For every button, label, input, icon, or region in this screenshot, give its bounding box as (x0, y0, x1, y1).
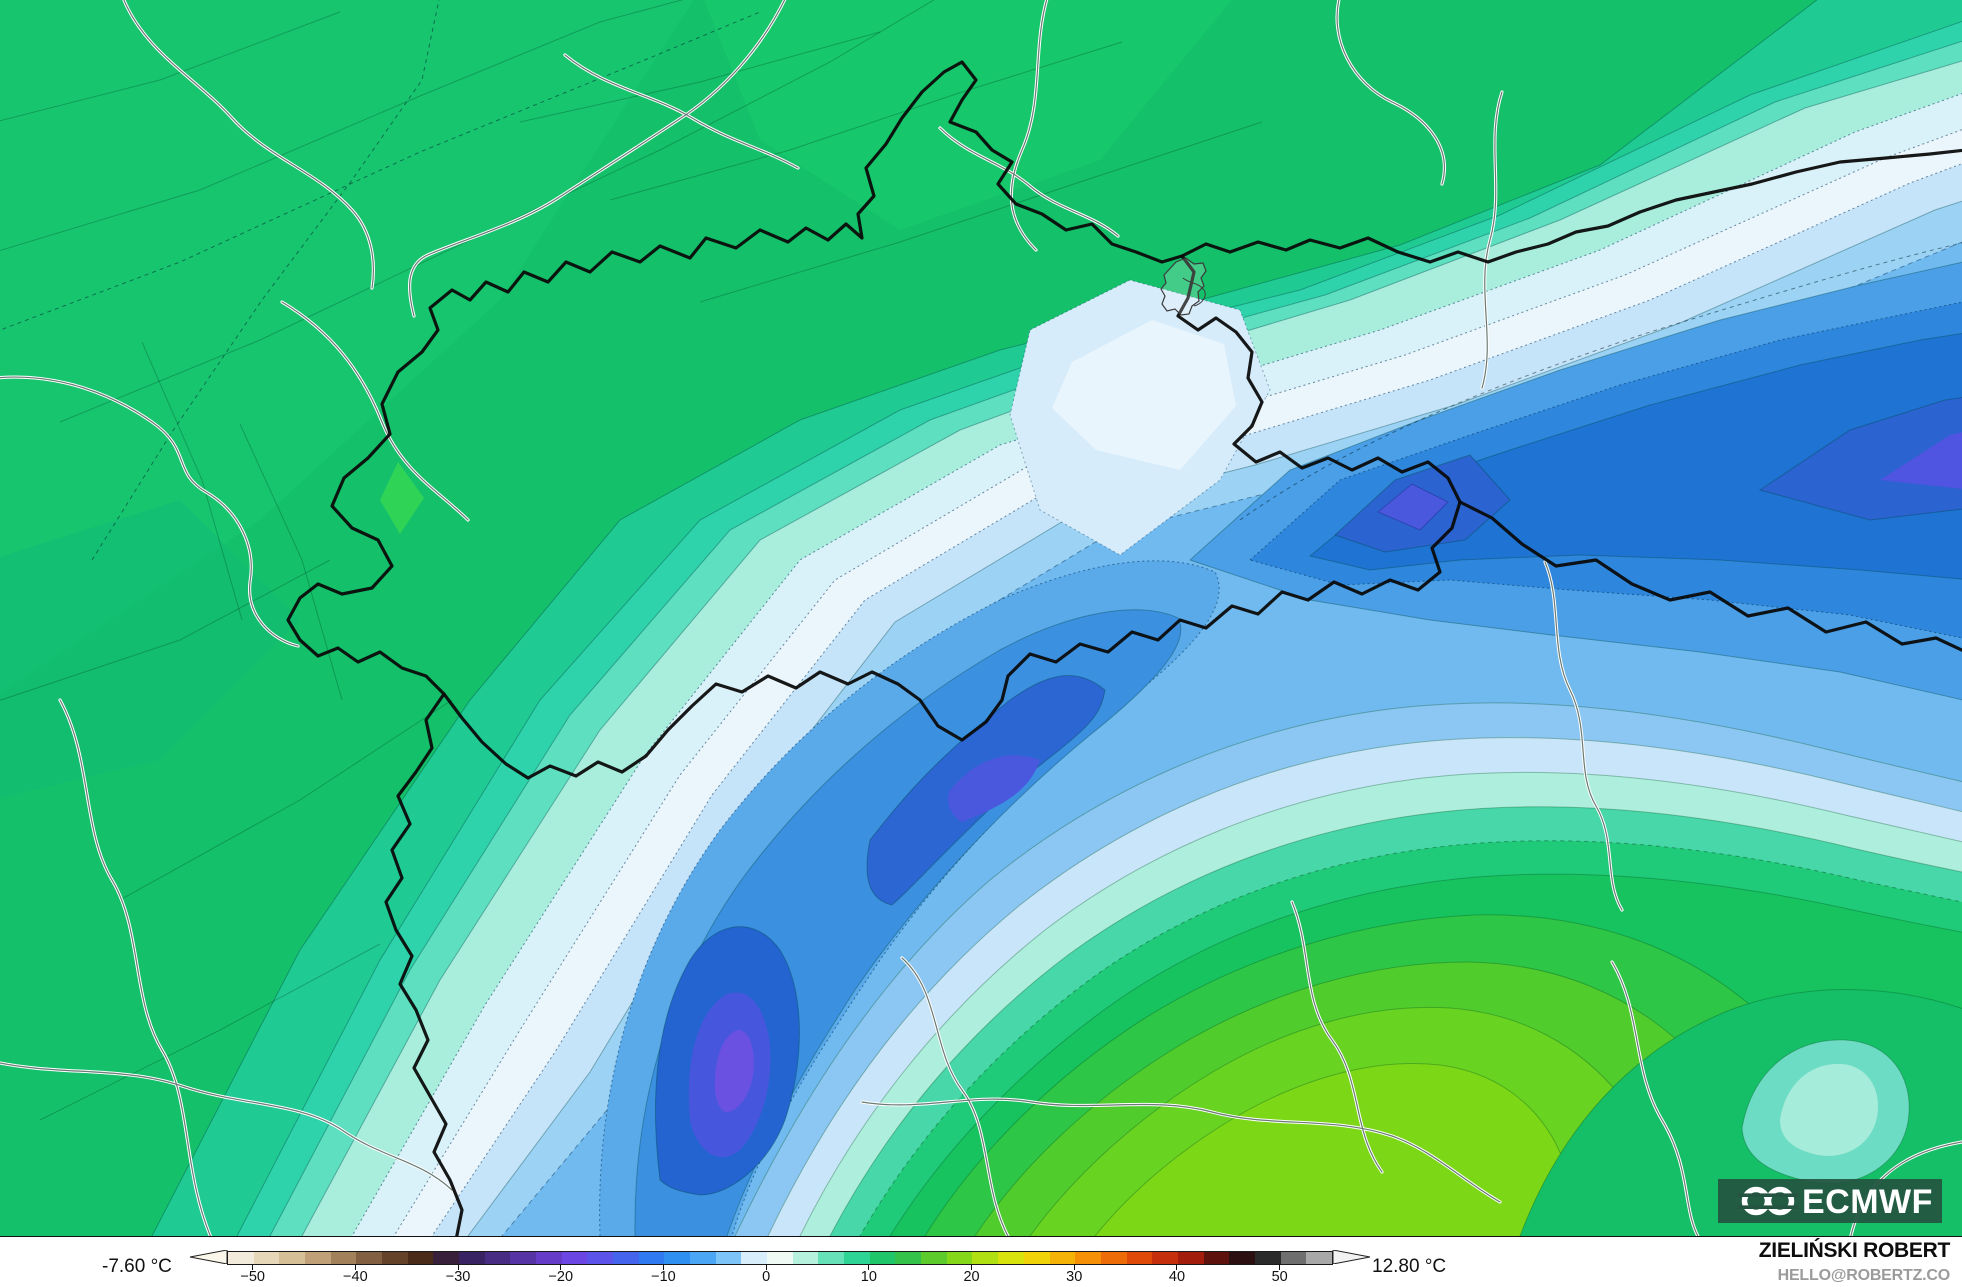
ecmwf-logo-icon (1738, 1186, 1798, 1216)
colorbar-max-label: 12.80 °C (1372, 1256, 1447, 1277)
colorbar-min-label: -7.60 °C (102, 1256, 172, 1277)
colorbar-tick-label: 20 (963, 1269, 980, 1285)
colorbar-cell (613, 1252, 639, 1264)
cold-pocket-east (1189, 261, 1962, 701)
colorbar-tick-label: 50 (1271, 1269, 1288, 1285)
colorbar-tick-label: 40 (1168, 1269, 1186, 1285)
colorbar-cell (1126, 1252, 1153, 1264)
colorbar-cell (587, 1252, 614, 1264)
colorbar-cell (664, 1252, 691, 1264)
france-italy-border (384, 692, 464, 1236)
colorbar-cell (1280, 1252, 1307, 1264)
colorbar-cell (253, 1252, 280, 1264)
colorbar-tick-label: 30 (1066, 1269, 1083, 1285)
colorbar-cell (844, 1252, 870, 1264)
colorbar-right-arrow (1332, 1250, 1371, 1264)
attribution-name: ZIELIŃSKI ROBERT (1758, 1239, 1951, 1262)
colorbar-footer: -7.60 °C −50 −40 −30 −20 −10 0 10 20 30 40 50 12.8… (0, 1236, 1962, 1287)
colorbar-cell (767, 1252, 793, 1264)
colorbar-cell (1229, 1252, 1255, 1264)
colorbar-cell (1100, 1252, 1127, 1264)
colorbar-tick (1073, 1264, 1075, 1270)
colorbar-cell (536, 1252, 562, 1264)
colorbar-cell (638, 1252, 665, 1264)
colorbar-cell (792, 1252, 819, 1264)
colorbar-tick (662, 1264, 664, 1270)
colorbar-cell (279, 1252, 306, 1264)
colorbar-cell (1203, 1252, 1230, 1264)
liechtenstein-border (1160, 257, 1207, 316)
colorbar (227, 1251, 1333, 1265)
colorbar-cell (895, 1252, 922, 1264)
colorbar-cell (407, 1252, 434, 1264)
colorbar-tick (1279, 1264, 1281, 1270)
ecmwf-logo: ECMWF (1718, 1179, 1942, 1223)
colorbar-cell (228, 1252, 254, 1264)
colorbar-cell (356, 1252, 383, 1264)
colorbar-tick (971, 1264, 973, 1270)
pale-band-channel (1009, 279, 1271, 556)
ecmwf-logo-text: ECMWF (1802, 1183, 1933, 1221)
colorbar-cell (1023, 1252, 1050, 1264)
colorbar-cell (818, 1252, 845, 1264)
germany-austria-border (1180, 148, 1962, 264)
attribution: ZIELIŃSKI ROBERT HELLO@ROBERTZ.CO (1758, 1237, 1951, 1286)
colorbar-tick (1176, 1264, 1178, 1270)
colorbar-cell (1177, 1252, 1204, 1264)
colorbar-cell (998, 1252, 1024, 1264)
colorbar-cell (1075, 1252, 1101, 1264)
colorbar-cell (382, 1252, 408, 1264)
colorbar-tick-label: −40 (343, 1269, 368, 1285)
colorbar-tick (252, 1264, 254, 1270)
cold-pocket-central (599, 560, 1220, 1236)
colorbar-tick (354, 1264, 356, 1270)
colorbar-cell (330, 1252, 357, 1264)
colorbar-cell (715, 1252, 742, 1264)
colorbar-tick (765, 1264, 767, 1270)
temperature-map: ECMWF (0, 0, 1962, 1236)
colorbar-tick-label: −50 (240, 1269, 265, 1285)
colorbar-cell (510, 1252, 537, 1264)
colorbar-left-arrow (189, 1250, 228, 1264)
colorbar-cell (561, 1252, 588, 1264)
colorbar-tick (868, 1264, 870, 1270)
colorbar-tick-label: −10 (651, 1269, 676, 1285)
colorbar-tick-label: 10 (860, 1269, 877, 1285)
colorbar-tick-label: 0 (762, 1269, 771, 1285)
colorbar-cell (305, 1252, 331, 1264)
colorbar-cell (946, 1252, 973, 1264)
colorbar-tick-label: −30 (445, 1269, 471, 1285)
colorbar-cell (1254, 1252, 1281, 1264)
colorbar-cell (869, 1252, 896, 1264)
colorbar-cell (1049, 1252, 1076, 1264)
switzerland-border (286, 60, 1462, 780)
warm-bands-south (734, 702, 1962, 1236)
country-borders (286, 60, 1962, 1236)
colorbar-cell (459, 1252, 485, 1264)
austria-italy-border (1458, 500, 1962, 652)
colorbar-cell (690, 1252, 716, 1264)
colorbar-cell (1152, 1252, 1178, 1264)
colorbar-tick (457, 1264, 459, 1270)
colorbar-cell (1306, 1252, 1332, 1264)
colorbar-cell (433, 1252, 460, 1264)
colorbar-cell (484, 1252, 511, 1264)
colorbar-cell (741, 1252, 768, 1264)
attribution-email: HELLO@ROBERTZ.CO (1777, 1267, 1951, 1284)
colorbar-cell (921, 1252, 947, 1264)
colorbar-cell (972, 1252, 999, 1264)
colorbar-tick-label: −20 (548, 1269, 574, 1285)
colorbar-tick (560, 1264, 562, 1270)
contour-facet-lines (0, 0, 1962, 1121)
